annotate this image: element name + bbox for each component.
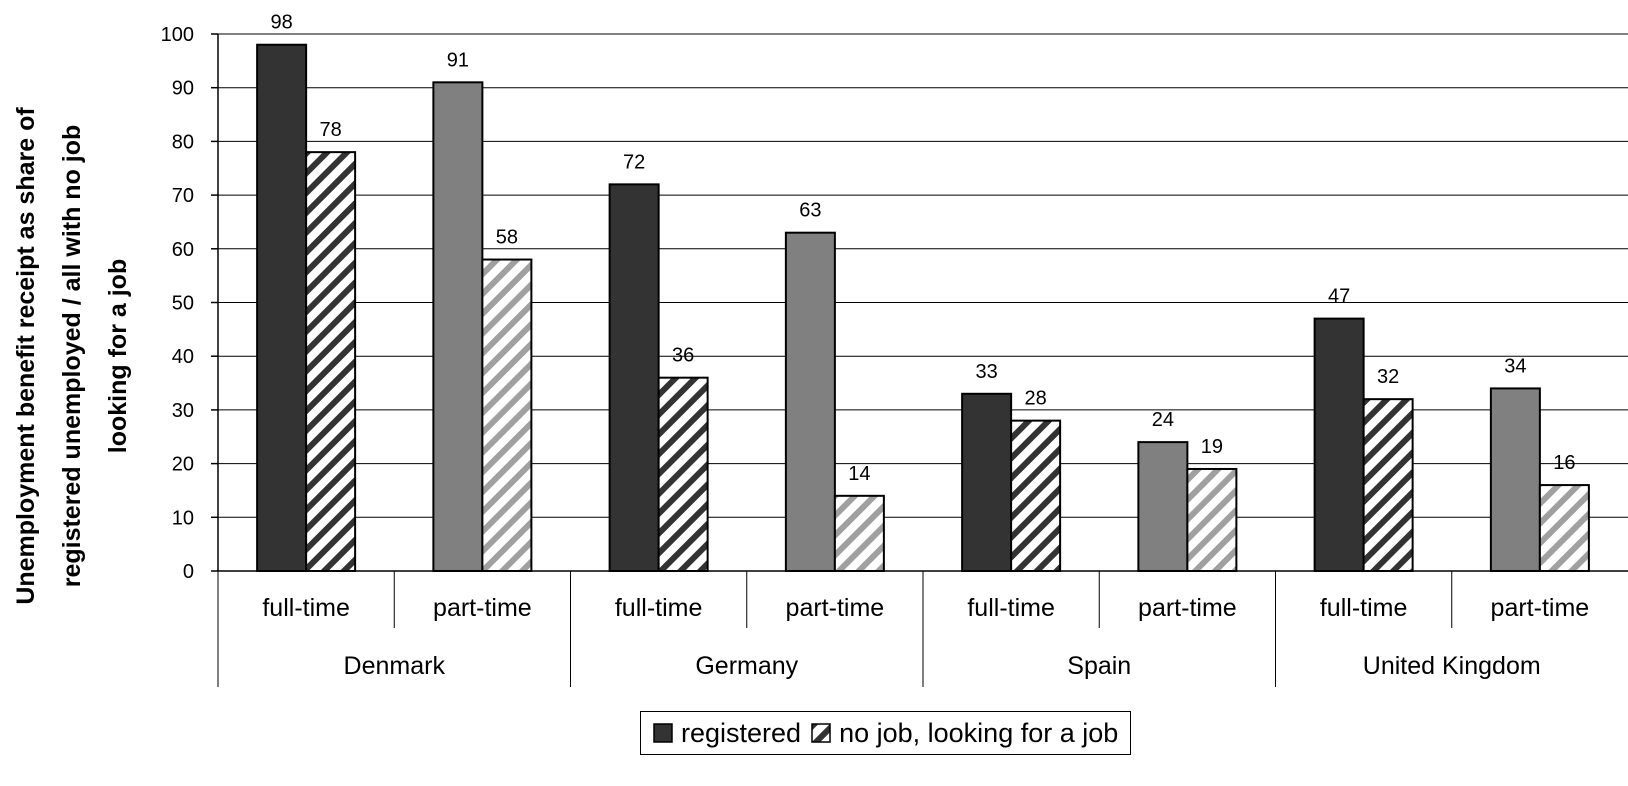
bar-no-job — [1010, 419, 1062, 573]
y-tick-label: 80 — [172, 131, 194, 153]
bar-registered — [1313, 317, 1365, 572]
legend-item-no-job: no job, looking for a job — [811, 718, 1118, 749]
y-axis-label-line: registered unemployed / all with no job — [58, 125, 86, 588]
gridlines — [218, 33, 1628, 518]
bar-registered — [1137, 441, 1189, 572]
x-tick-label-group: Denmark — [344, 652, 446, 680]
y-tick-label: 100 — [161, 24, 194, 46]
data-label-no-job: 19 — [1201, 436, 1223, 458]
y-tick-label: 90 — [172, 78, 194, 100]
bar-no-job — [657, 376, 709, 572]
bar-registered — [256, 43, 308, 573]
bar-registered — [608, 183, 660, 573]
x-tick-label-sub: part-time — [433, 594, 532, 622]
x-tick-label-sub: part-time — [1491, 594, 1590, 622]
data-label-no-job: 16 — [1553, 452, 1575, 474]
x-tick-label-group: United Kingdom — [1363, 652, 1541, 680]
bar-no-job — [305, 151, 357, 572]
x-tick-label-sub: full-time — [262, 594, 350, 622]
bar-registered — [432, 81, 484, 573]
y-tick-label: 40 — [172, 346, 194, 368]
x-tick-label-sub: full-time — [1320, 594, 1408, 622]
bar-no-job — [481, 258, 533, 572]
data-label-registered: 72 — [623, 151, 645, 173]
legend-swatch-no-job — [811, 723, 831, 743]
x-tick-label-sub: part-time — [786, 594, 885, 622]
axes: 0 10 20 30 40 50 60 70 80 90 100 full-time part-time… — [161, 24, 1628, 687]
y-axis-label-line: Unemployment benefit receipt as share of — [12, 107, 40, 605]
y-axis-label-line: looking for a job — [104, 259, 132, 453]
x-tick-label-sub: full-time — [967, 594, 1055, 622]
y-tick-label: 60 — [172, 239, 194, 261]
y-tick-label: 30 — [172, 400, 194, 422]
x-tick-label-group: Spain — [1067, 652, 1131, 680]
legend-label-no-job: no job, looking for a job — [839, 717, 1119, 748]
data-labels: 98 78 91 58 72 36 63 14 33 28 24 19 47 32 34 16 — [271, 12, 1576, 485]
y-tick-label: 0 — [183, 561, 194, 583]
legend-label-registered: registered — [681, 717, 802, 748]
data-label-no-job: 28 — [1025, 388, 1047, 410]
bar-no-job — [833, 494, 885, 573]
y-tick-label: 70 — [172, 185, 194, 207]
data-label-registered: 63 — [799, 200, 821, 222]
y-tick-label: 20 — [172, 454, 194, 476]
bars — [256, 43, 1590, 573]
bar-registered — [961, 392, 1013, 573]
bar-registered — [784, 231, 836, 572]
bar-registered — [1489, 387, 1541, 573]
y-axis-label: Unemployment benefit receipt as share of… — [12, 107, 132, 605]
data-label-registered: 34 — [1504, 355, 1526, 377]
data-label-no-job: 36 — [672, 345, 694, 367]
data-label-registered: 98 — [271, 12, 293, 34]
data-label-no-job: 78 — [320, 119, 342, 141]
y-tick-label: 50 — [172, 293, 194, 315]
data-label-registered: 47 — [1328, 286, 1350, 308]
data-label-no-job: 14 — [848, 463, 870, 485]
x-tick-label-group: Germany — [695, 652, 798, 680]
data-label-registered: 24 — [1152, 409, 1174, 431]
data-label-no-job: 58 — [496, 227, 518, 249]
bar-no-job — [1362, 398, 1414, 572]
data-label-registered: 91 — [447, 49, 469, 71]
bar-no-job — [1186, 467, 1238, 572]
legend-swatch-registered — [653, 723, 673, 743]
y-tick-label: 10 — [172, 507, 194, 529]
data-label-no-job: 32 — [1377, 366, 1399, 388]
bar-no-job — [1538, 484, 1590, 572]
legend: registered no job, looking for a job — [640, 711, 1132, 755]
x-tick-label-sub: full-time — [615, 594, 703, 622]
legend-item-registered: registered — [653, 718, 801, 749]
x-tick-label-sub: part-time — [1138, 594, 1237, 622]
data-label-registered: 33 — [976, 361, 998, 383]
